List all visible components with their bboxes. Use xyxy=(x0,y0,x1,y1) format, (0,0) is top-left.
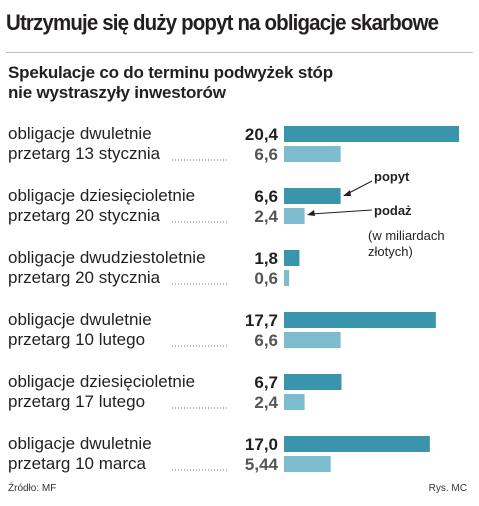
legend-demand-label: popyt xyxy=(374,169,410,184)
category-label-line1: obligacje dziesięcioletnie xyxy=(8,186,195,205)
category-label-line1: obligacje dwudziestoletnie xyxy=(8,248,206,267)
category-label-line2: przetarg 10 marca xyxy=(8,454,146,473)
category-label-line2: przetarg 20 stycznia xyxy=(8,268,161,287)
title-divider xyxy=(6,52,473,53)
demand-value-label: 17,7 xyxy=(245,311,278,330)
demand-value-label: 6,7 xyxy=(254,373,278,392)
category-label-line1: obligacje dwuletnie xyxy=(8,434,152,453)
demand-value-label: 20,4 xyxy=(245,125,279,144)
chart-subtitle-line1: Spekulacje co do terminu podwyżek stóp xyxy=(8,63,333,82)
supply-bar xyxy=(284,146,341,162)
category-label-line1: obligacje dwuletnie xyxy=(8,310,152,329)
source-note: Źródło: MF xyxy=(8,483,57,494)
credit-note: Rys. MC xyxy=(428,483,467,494)
legend-demand-arrowhead xyxy=(343,190,351,196)
legend-demand-pointer xyxy=(346,180,373,195)
supply-value-label: 2,4 xyxy=(254,393,278,412)
demand-bar xyxy=(284,374,342,390)
demand-bar xyxy=(284,126,460,142)
supply-value-label: 6,6 xyxy=(254,331,278,350)
category-label-line1: obligacje dziesięcioletnie xyxy=(8,372,195,391)
supply-bar xyxy=(284,208,305,224)
chart-title: Utrzymuje się duży popyt na obligacje sk… xyxy=(6,10,439,35)
supply-value-label: 5,44 xyxy=(245,455,279,474)
demand-bar xyxy=(284,188,341,204)
supply-bar xyxy=(284,456,331,472)
unit-note-line1: (w miliardach xyxy=(368,228,445,243)
legend-supply-arrowhead xyxy=(307,210,315,216)
supply-bar xyxy=(284,332,341,348)
supply-bar xyxy=(284,394,305,410)
category-label-line2: przetarg 17 lutego xyxy=(8,392,145,411)
unit-note-line2: złotych) xyxy=(368,244,413,259)
supply-value-label: 6,6 xyxy=(254,145,278,164)
supply-bar xyxy=(284,270,290,286)
legend-supply-label: podaż xyxy=(374,203,412,218)
demand-value-label: 1,8 xyxy=(254,249,278,268)
supply-value-label: 0,6 xyxy=(254,269,278,288)
category-label-line2: przetarg 10 lutego xyxy=(8,330,145,349)
demand-bar xyxy=(284,250,300,266)
category-label-line2: przetarg 13 stycznia xyxy=(8,144,161,163)
category-label-line2: przetarg 20 stycznia xyxy=(8,206,161,225)
category-label-line1: obligacje dwuletnie xyxy=(8,124,152,143)
demand-value-label: 17,0 xyxy=(245,435,278,454)
demand-bar xyxy=(284,312,436,328)
chart-subtitle-line2: nie wystraszyły inwestorów xyxy=(8,83,226,102)
demand-bar xyxy=(284,436,430,452)
legend-supply-pointer xyxy=(310,209,373,215)
supply-value-label: 2,4 xyxy=(254,207,278,226)
demand-value-label: 6,6 xyxy=(254,187,278,206)
